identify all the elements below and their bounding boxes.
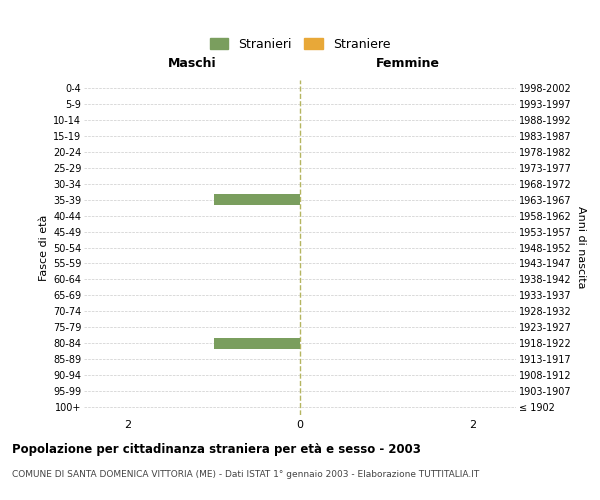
Text: COMUNE DI SANTA DOMENICA VITTORIA (ME) - Dati ISTAT 1° gennaio 2003 - Elaborazio: COMUNE DI SANTA DOMENICA VITTORIA (ME) -… [12, 470, 479, 479]
Y-axis label: Anni di nascita: Anni di nascita [575, 206, 586, 289]
Bar [214, 194, 300, 205]
Bar [214, 338, 300, 349]
Text: Popolazione per cittadinanza straniera per età e sesso - 2003: Popolazione per cittadinanza straniera p… [12, 442, 421, 456]
Text: Femmine: Femmine [376, 57, 440, 70]
Text: Maschi: Maschi [167, 57, 217, 70]
Legend: Stranieri, Straniere: Stranieri, Straniere [205, 32, 395, 56]
Y-axis label: Fasce di età: Fasce di età [38, 214, 49, 280]
